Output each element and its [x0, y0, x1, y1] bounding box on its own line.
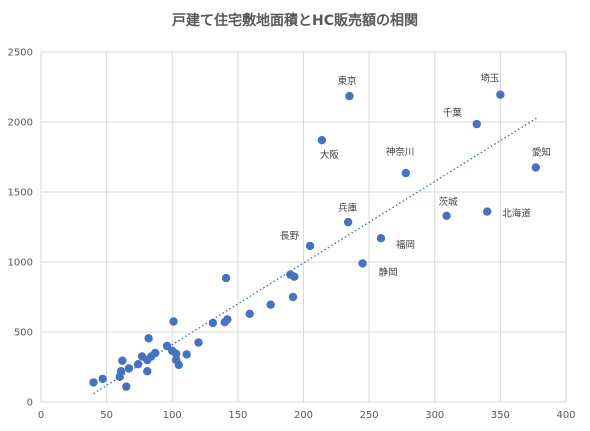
data-point	[345, 91, 354, 101]
data-point	[472, 119, 481, 129]
data-point-label: 大阪	[320, 149, 340, 161]
data-point	[124, 364, 134, 373]
data-point-label: 神奈川	[386, 146, 415, 158]
data-point-label: 北海道	[502, 208, 531, 220]
x-tick-label: 200	[294, 410, 313, 421]
data-point	[245, 309, 254, 318]
x-tick-label: 400	[556, 410, 575, 421]
data-point	[288, 292, 298, 302]
data-point	[496, 90, 505, 99]
data-point	[174, 360, 184, 370]
data-point	[221, 273, 231, 283]
data-point	[171, 349, 181, 358]
data-point	[122, 382, 131, 391]
data-point	[144, 334, 153, 343]
data-point	[317, 136, 327, 145]
data-point	[162, 341, 172, 351]
data-point	[442, 211, 451, 220]
x-tick-label: 250	[360, 410, 379, 421]
data-point-label: 兵庫	[338, 202, 358, 214]
data-point	[182, 350, 191, 359]
data-point-label: 愛知	[532, 147, 551, 159]
data-point-label: 長野	[280, 231, 300, 242]
data-point	[133, 360, 143, 369]
x-tick-label: 150	[228, 410, 247, 421]
data-point-label: 千葉	[443, 107, 463, 119]
y-tick-label: 500	[14, 328, 33, 339]
data-point	[290, 272, 299, 281]
y-tick-label: 1000	[8, 258, 33, 269]
x-tick-label: 50	[100, 410, 113, 421]
data-point	[531, 163, 541, 172]
data-point	[401, 168, 411, 178]
x-tick-label: 100	[163, 410, 182, 421]
data-point-label: 埼玉	[480, 73, 500, 85]
data-point	[169, 317, 178, 326]
data-point-label: 東京	[337, 75, 356, 87]
data-point	[194, 338, 203, 347]
data-point	[143, 355, 152, 365]
x-tick-label: 350	[491, 410, 510, 421]
y-tick-label: 2000	[8, 118, 33, 129]
data-point	[483, 207, 492, 216]
y-tick-label: 1500	[8, 188, 33, 199]
y-tick-label: 2500	[8, 48, 33, 59]
data-point	[343, 217, 353, 227]
data-point	[305, 241, 315, 251]
data-point	[266, 300, 275, 309]
data-point	[376, 234, 386, 243]
data-point	[118, 356, 127, 365]
data-point-label: 福岡	[396, 239, 415, 251]
data-point	[115, 372, 124, 381]
data-point	[220, 318, 229, 327]
x-tick-label: 300	[425, 410, 444, 421]
data-point	[208, 318, 218, 328]
data-point	[89, 378, 98, 387]
chart-title: 戸建て住宅敷地面積とHC販売額の相関	[172, 13, 418, 29]
y-tick-label: 0	[27, 398, 33, 409]
data-point	[143, 367, 152, 376]
data-point	[358, 259, 367, 268]
trendline	[93, 117, 538, 395]
data-point-label: 茨城	[439, 196, 459, 208]
x-tick-label: 0	[38, 410, 44, 421]
data-point	[98, 374, 107, 384]
data-point-label: 静岡	[379, 266, 398, 278]
